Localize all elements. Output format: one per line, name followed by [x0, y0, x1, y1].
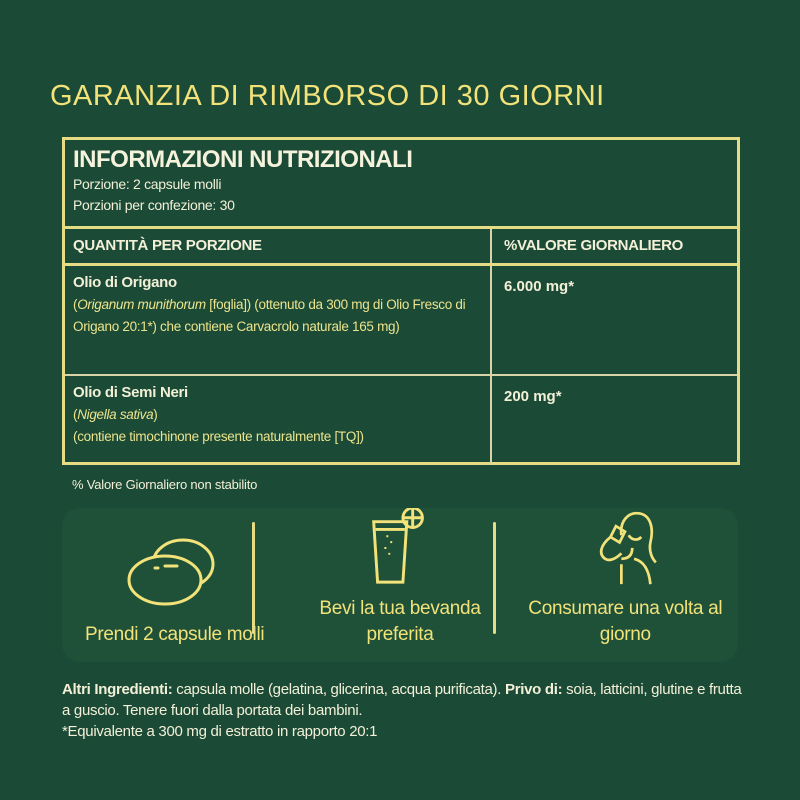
capsules-icon [127, 538, 215, 606]
ingredient-amount: 6.000 mg* [504, 278, 575, 295]
step-label: Prendi 2 capsule molli [85, 624, 265, 645]
footnote: % Valore Giornaliero non stabilito [72, 477, 258, 492]
equivalence-note: *Equivalente a 300 mg di estratto in rap… [62, 723, 378, 740]
person-drinking-icon [600, 511, 658, 585]
nutrition-table: INFORMAZIONI NUTRIZIONALI Porzione: 2 ca… [62, 137, 740, 465]
ingredient-name: Olio di Origano [73, 274, 177, 291]
step-label: Consumare una volta al giorno [528, 598, 723, 645]
servings-per-pack: Porzioni per confezione: 30 [73, 197, 235, 213]
step-capsules: Prendi 2 capsule molli [62, 508, 287, 662]
step-drink: Bevi la tua bevanda preferita [287, 508, 512, 662]
ingredient-name: Olio di Semi Neri [73, 384, 188, 401]
nutrition-heading: INFORMAZIONI NUTRIZIONALI [73, 146, 413, 173]
step-label: Bevi la tua bevanda preferita [319, 598, 481, 645]
col-daily-value: %VALORE GIORNALIERO [504, 237, 684, 254]
usage-panel: Prendi 2 capsule molli Bevi la tua bevan… [62, 508, 738, 662]
serving-size: Porzione: 2 capsule molli [73, 176, 222, 192]
divider [493, 522, 496, 634]
divider [252, 522, 255, 634]
other-ingredients: Altri Ingredienti: capsula molle (gelati… [62, 681, 742, 740]
step-daily: Consumare una volta al giorno [513, 508, 738, 662]
col-amount: QUANTITÀ PER PORZIONE [65, 229, 492, 263]
ingredient-desc: (Origanum munithorum [foglia]) (ottenuto… [73, 297, 466, 334]
glass-icon [372, 508, 424, 584]
ingredient-amount: 200 mg* [504, 388, 562, 405]
ingredient-desc: (Nigella sativa) (contiene timochinone pr… [73, 407, 364, 444]
table-row: Olio di Origano (Origanum munithorum [fo… [65, 266, 737, 376]
column-headers: QUANTITÀ PER PORZIONE %VALORE GIORNALIER… [65, 229, 737, 266]
page-title: GARANZIA DI RIMBORSO DI 30 GIORNI [50, 80, 605, 112]
table-row: Olio di Semi Neri (Nigella sativa) (conti… [65, 376, 737, 465]
nutrition-header: INFORMAZIONI NUTRIZIONALI Porzione: 2 ca… [65, 140, 737, 229]
